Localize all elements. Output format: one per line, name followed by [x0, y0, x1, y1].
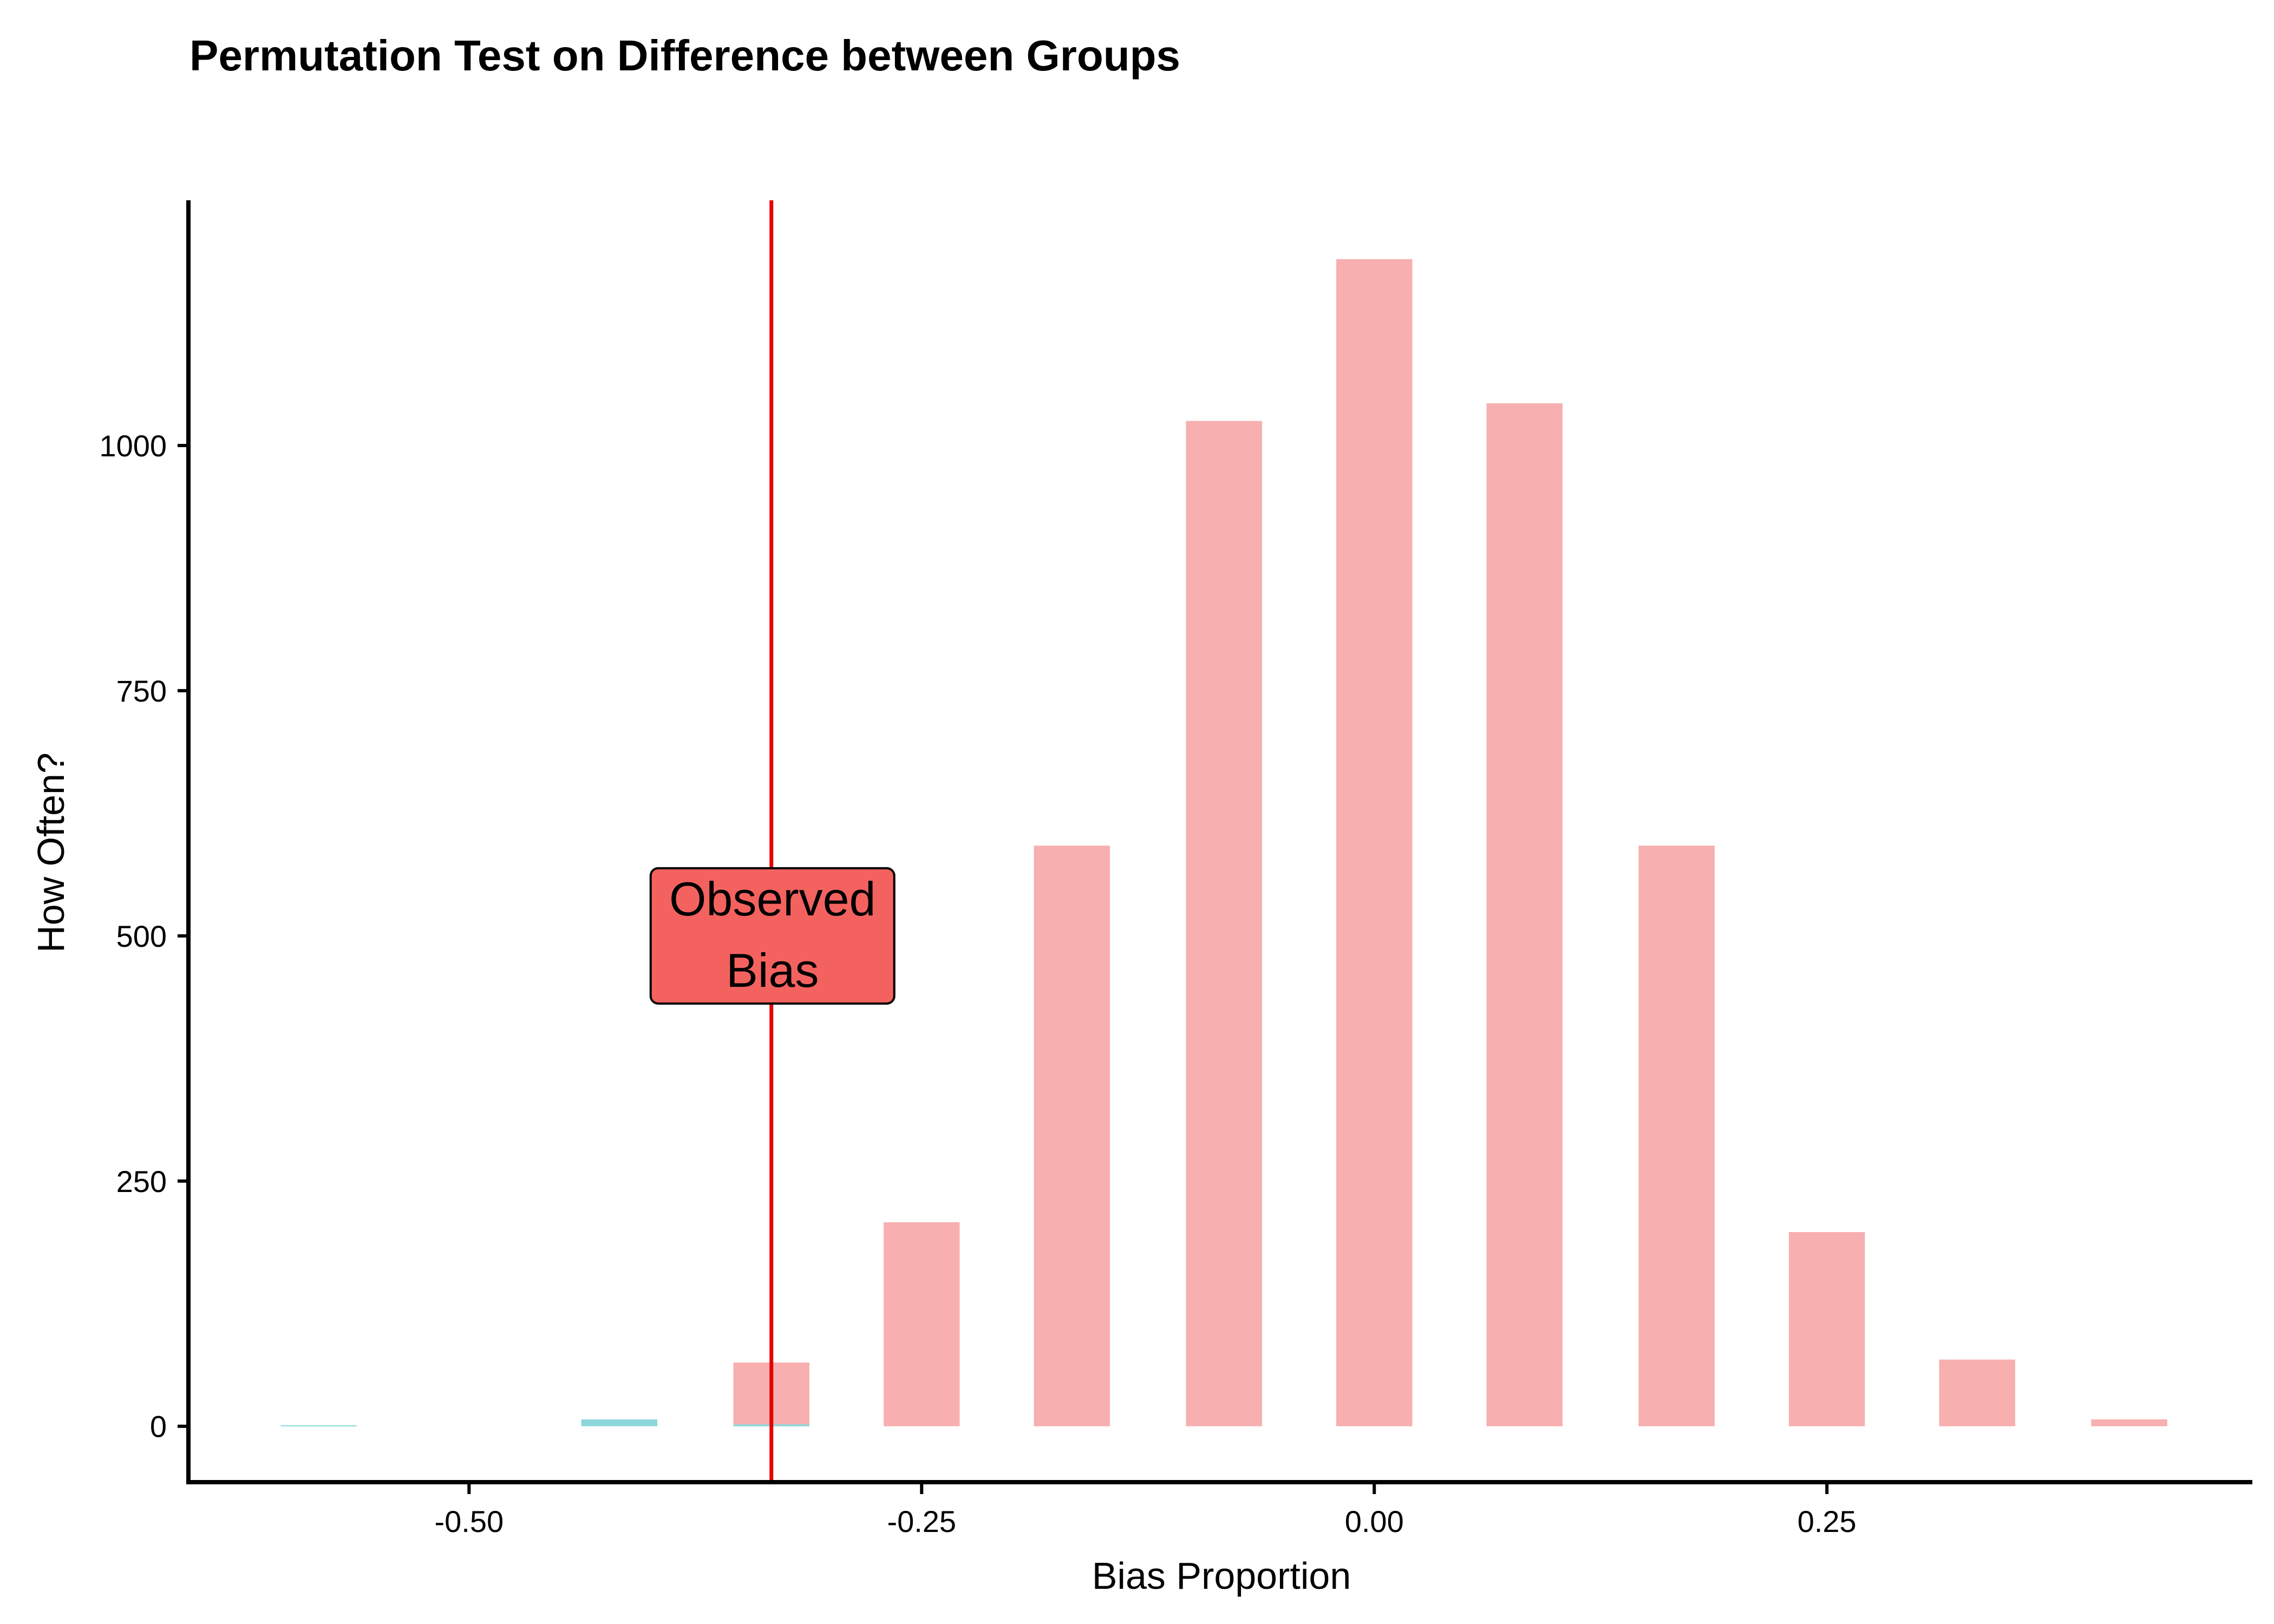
y-tick-label: 750 [116, 674, 167, 708]
bar-series-0-9 [2091, 1419, 2167, 1426]
observed-bias-label-text: Observed [669, 872, 876, 926]
observed-bias-annotation: Observed Bias [649, 867, 896, 1005]
bar-series-0-1 [884, 1222, 960, 1426]
bar-series-0-6 [1638, 846, 1715, 1426]
bar-series-0-8 [1939, 1359, 2015, 1426]
bar-series-1-0 [280, 1425, 357, 1426]
x-tick-label: -0.50 [434, 1504, 504, 1538]
bar-series-0-7 [1788, 1232, 1865, 1426]
y-axis-label: How Often? [30, 752, 72, 953]
bar-series-0-4 [1336, 259, 1413, 1426]
x-tick-label: 0.00 [1345, 1504, 1404, 1538]
y-tick-label: 1000 [99, 429, 167, 463]
observed-bias-label-box [649, 867, 896, 1005]
chart-title: Permutation Test on Difference between G… [190, 31, 1180, 80]
y-ticks: 0 250 500 750 1000 [99, 429, 188, 1444]
x-tick-label: -0.25 [887, 1504, 956, 1538]
x-ticks: -0.50 -0.25 0.00 0.25 [434, 1482, 1857, 1538]
bar-series-0-2 [1034, 846, 1110, 1426]
bars-layer [280, 259, 2167, 1426]
x-axis-label: Bias Proportion [1092, 1555, 1351, 1597]
x-tick-label: 0.25 [1798, 1504, 1857, 1538]
observed-bias-label-text: Bias [726, 944, 819, 997]
bar-series-1-1 [581, 1419, 658, 1426]
y-tick-label: 500 [116, 919, 167, 953]
y-tick-label: 250 [116, 1164, 167, 1199]
y-tick-label: 0 [150, 1410, 167, 1444]
axes [186, 200, 2252, 1484]
bar-series-0-3 [1186, 421, 1262, 1426]
bar-series-0-5 [1486, 403, 1563, 1426]
